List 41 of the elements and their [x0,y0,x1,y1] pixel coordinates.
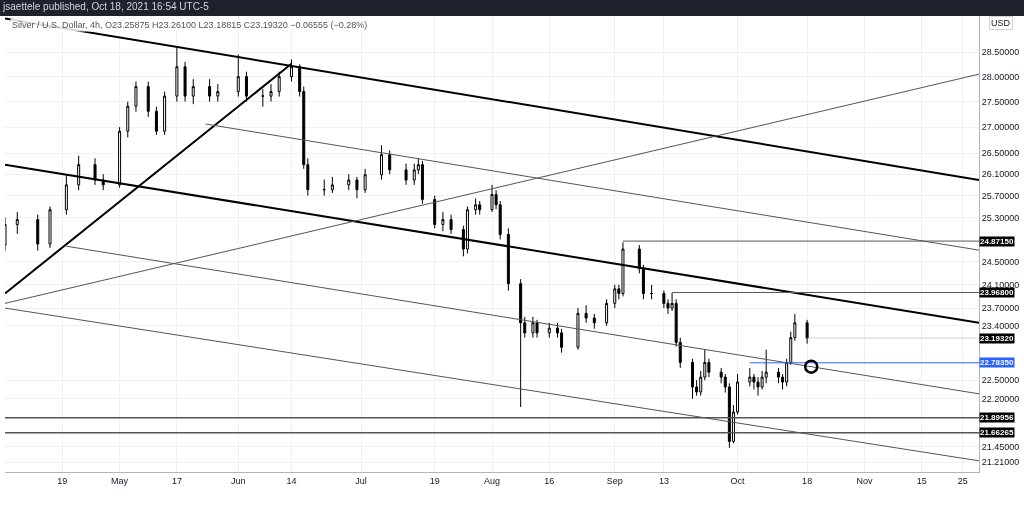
x-tick-label: May [111,475,129,486]
x-tick-label: Nov [856,475,873,486]
annotation: 23.19320 [980,334,1014,343]
annotation: 24.87150 [980,237,1014,246]
y-tick-label: 26.50000 [981,148,1020,159]
x-tick-label: Sep [606,475,623,486]
annotation: 22.78350 [980,358,1014,367]
y-tick-label: 28.00000 [981,71,1020,82]
y-tick-label: 24.10000 [981,279,1020,290]
y-tick-label: 23.40000 [981,320,1020,331]
x-tick-label: Jul [355,475,367,486]
x-tick-label: 19 [429,475,440,486]
x-tick-label: Oct [730,475,746,486]
x-tick-label: 16 [544,475,555,486]
x-tick-label: Jun [231,475,246,486]
y-tick-label: 22.20000 [981,393,1020,404]
x-tick-label: 13 [658,475,669,486]
y-tick-label: 25.70000 [981,190,1020,201]
x-tick-label: 25 [957,475,968,486]
y-tick-label: 21.45000 [981,441,1020,452]
y-tick-label: 22.50000 [981,375,1020,386]
x-tick-label: 18 [802,475,813,486]
y-tick-label: 28.50000 [981,47,1020,58]
y-tick-label: 21.21000 [981,457,1020,468]
y-tick-label: 24.50000 [981,257,1020,268]
x-tick-label: 14 [286,475,297,486]
y-tick-label: 27.00000 [981,122,1020,133]
y-tick-label: 25.30000 [981,212,1020,223]
y-tick-label: 23.70000 [981,303,1020,314]
ref-line-label: 21.66265 [980,428,1014,437]
y-tick-label: 27.50000 [981,96,1020,107]
x-tick-label: 17 [171,475,182,486]
chart-title: jsaettele published, Oct 18, 2021 16:54 UTC-5 [2,0,210,12]
x-tick-label: 19 [57,475,68,486]
x-tick-label: Aug [483,475,501,486]
y-tick-label: 26.10000 [981,169,1020,180]
annotation: 23.96800 [980,288,1014,297]
ref-line-label: 21.89956 [980,413,1014,422]
chart-subtitle: Silver / U.S. Dollar, 4h, O23.25875 H23.26100 L23.18815 C23.19320 −0.06555 (−0.28%) [12,20,368,30]
y-axis-title: USD [991,18,1011,28]
x-tick-label: 15 [916,475,927,486]
